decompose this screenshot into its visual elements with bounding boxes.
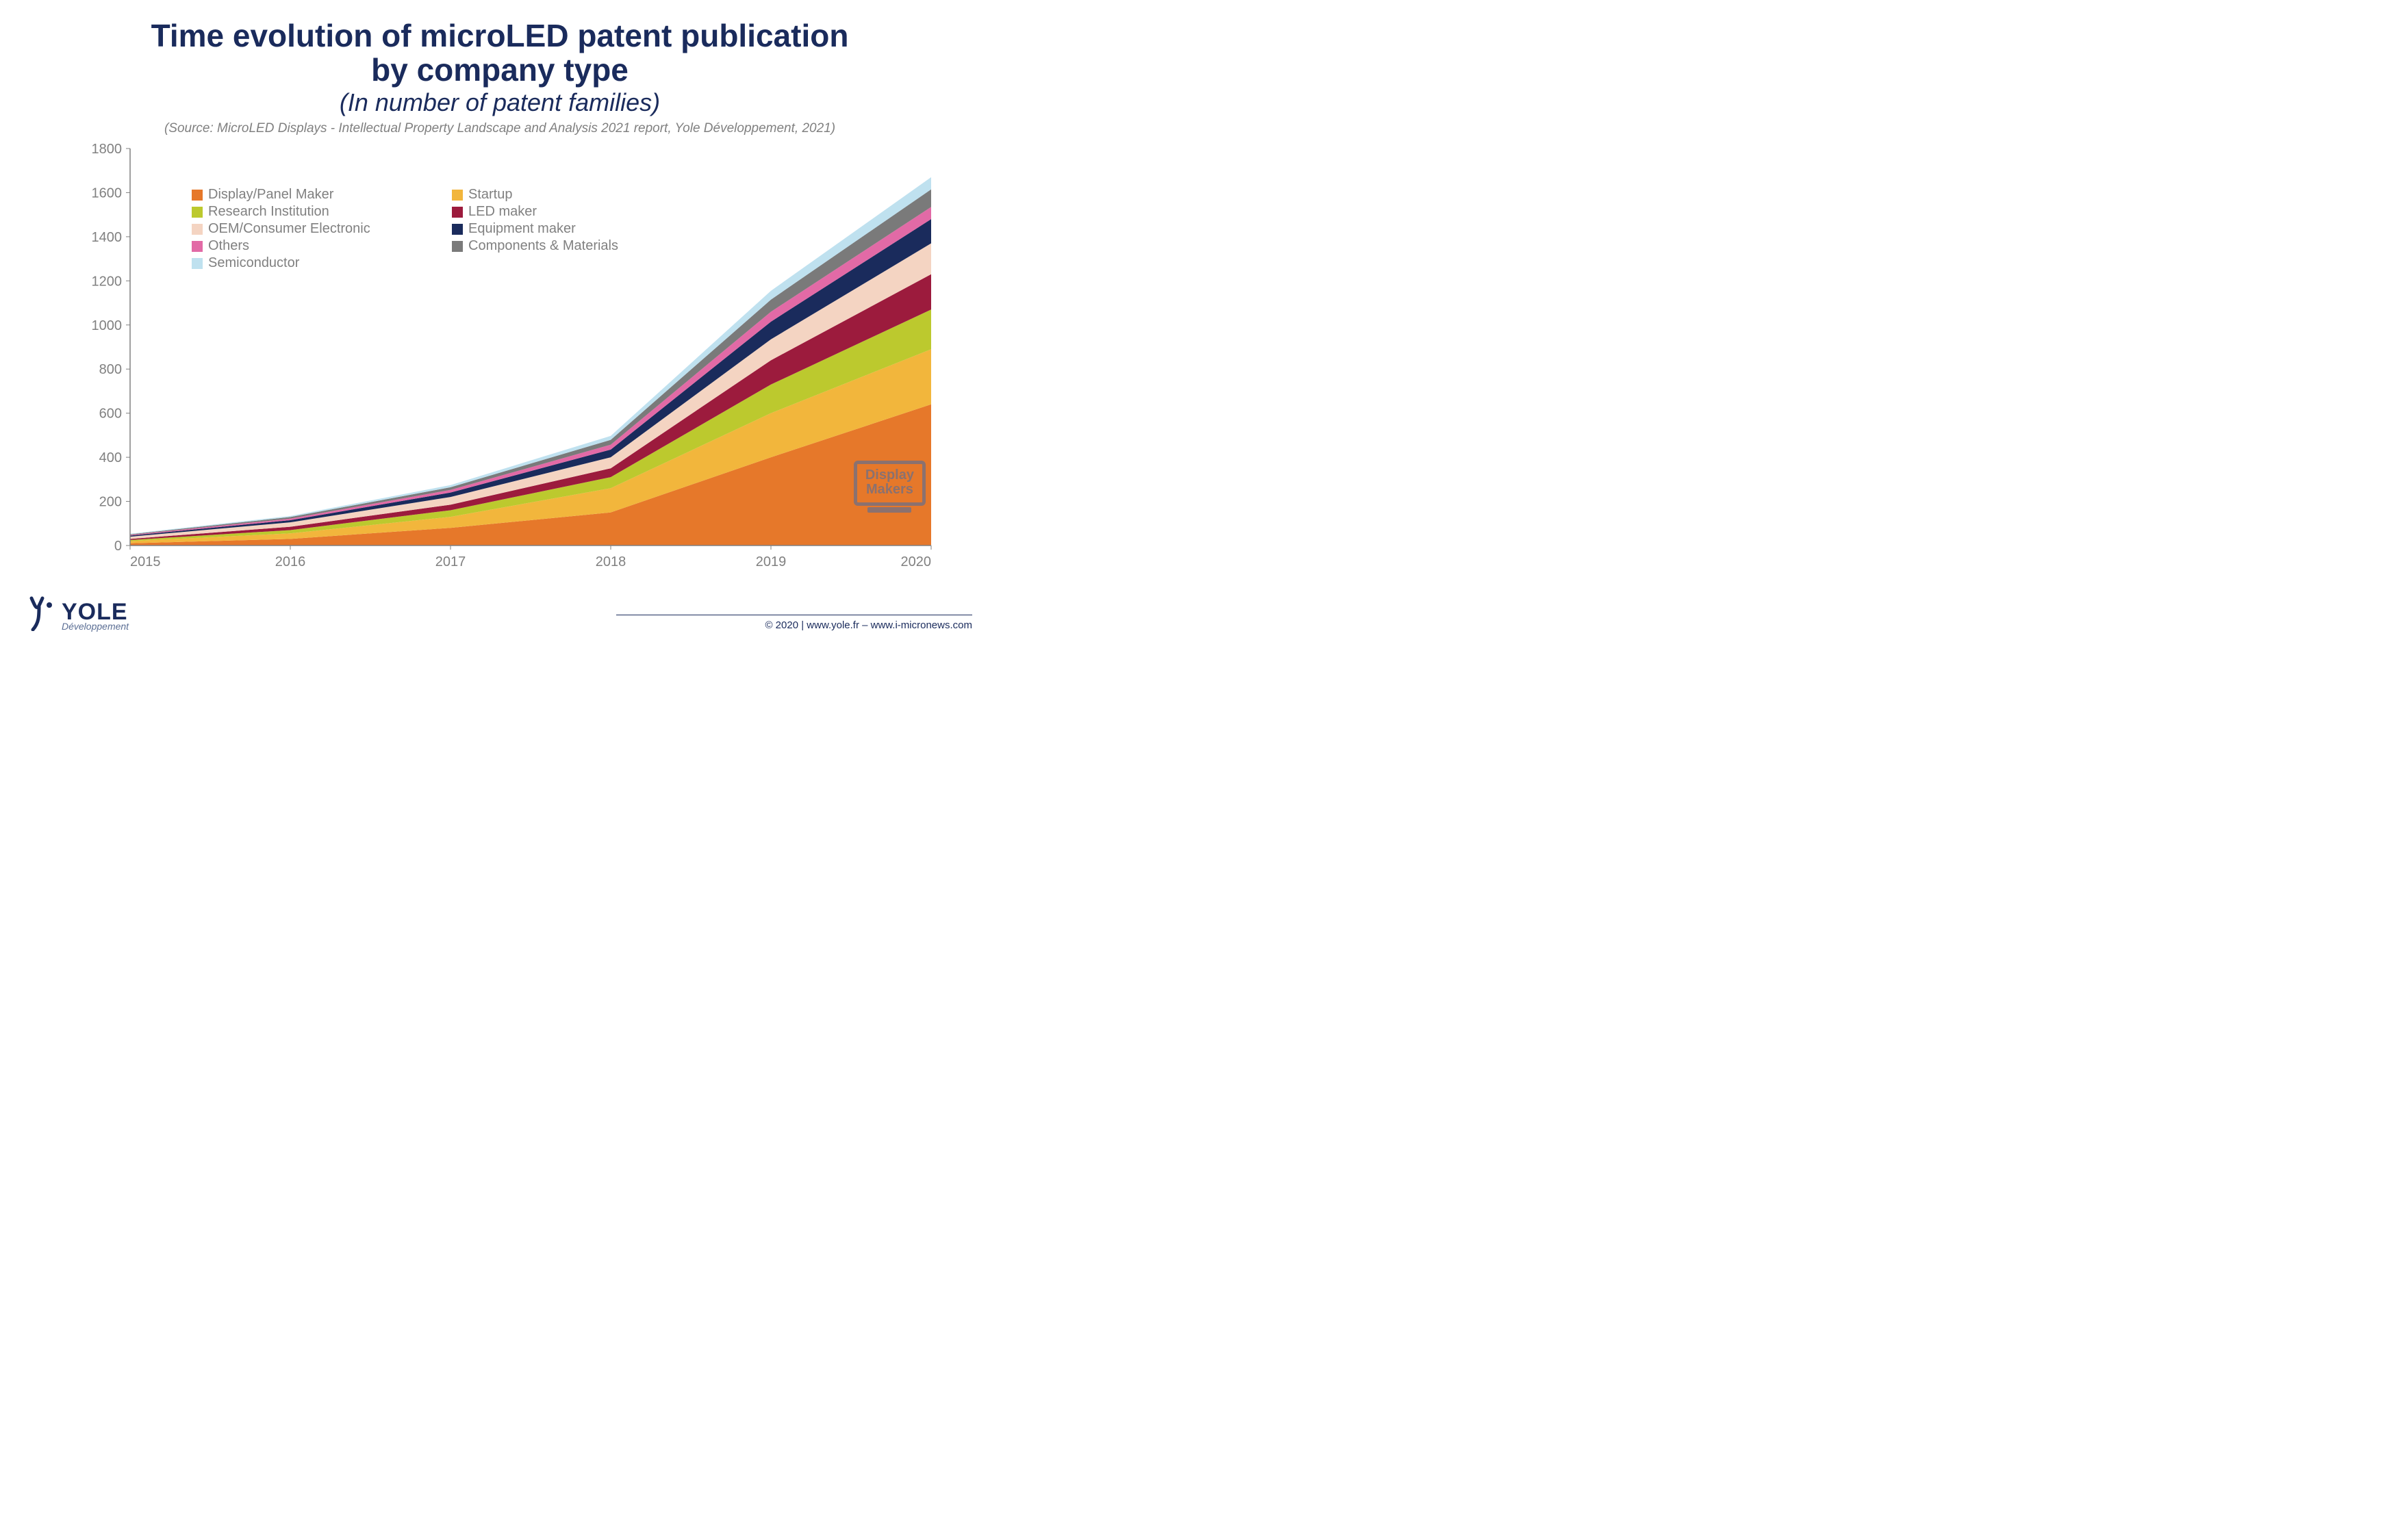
- legend-swatch: [192, 241, 203, 252]
- y-tick-label: 1400: [92, 230, 123, 245]
- logo-main: YOLE: [62, 601, 129, 623]
- legend-item: Research Institution: [192, 204, 424, 220]
- legend-label: OEM/Consumer Electronic: [208, 221, 370, 237]
- chart-title: Time evolution of microLED patent public…: [62, 19, 938, 87]
- legend-item: Others: [192, 238, 424, 254]
- source-citation: (Source: MicroLED Displays - Intellectua…: [62, 121, 938, 136]
- legend-item: OEM/Consumer Electronic: [192, 221, 424, 237]
- legend-swatch: [452, 207, 463, 218]
- x-tick-label: 2015: [130, 554, 161, 569]
- title-line2: by company type: [371, 52, 629, 88]
- legend-swatch: [452, 241, 463, 252]
- page: Time evolution of microLED patent public…: [0, 0, 1000, 643]
- copyright-block: © 2020 | www.yole.fr – www.i-micronews.c…: [616, 615, 972, 631]
- callout-line2: Makers: [866, 482, 913, 497]
- legend-label: Startup: [468, 187, 512, 203]
- y-tick-label: 1200: [92, 274, 123, 290]
- logo-sub: Développement: [62, 622, 129, 631]
- callout-line1: Display: [865, 467, 914, 483]
- chart-area: 0 200 400 600 800 1000 1200 1400 1600 1800 2015 201…: [55, 142, 945, 580]
- chart-subtitle: (In number of patent families): [62, 88, 938, 117]
- title-block: Time evolution of microLED patent public…: [62, 19, 938, 136]
- legend-item: Equipment maker: [452, 221, 685, 237]
- y-tick-label: 400: [99, 450, 122, 465]
- y-tick-label: 1600: [92, 186, 123, 201]
- yole-logo: YOLE Développement: [27, 595, 129, 631]
- x-tick-label: 2017: [435, 554, 466, 569]
- legend-label: Display/Panel Maker: [208, 187, 333, 203]
- legend-swatch: [452, 190, 463, 201]
- legend-label: Others: [208, 238, 249, 254]
- legend-label: Research Institution: [208, 204, 329, 220]
- x-tick-label: 2018: [596, 554, 626, 569]
- legend-swatch: [192, 224, 203, 235]
- x-tick-label: 2016: [275, 554, 306, 569]
- legend-swatch: [192, 207, 203, 218]
- legend-item: [452, 255, 685, 271]
- monitor-stand-icon: [867, 507, 911, 513]
- y-tick-label: 800: [99, 363, 122, 378]
- legend-item: LED maker: [452, 204, 685, 220]
- legend-item: Semiconductor: [192, 255, 424, 271]
- monitor-icon: Display Makers: [854, 461, 926, 506]
- title-line1: Time evolution of microLED patent public…: [151, 18, 849, 53]
- legend: Display/Panel Maker Startup Research Insti…: [192, 187, 685, 271]
- x-tick-label: 2020: [901, 554, 932, 569]
- legend-item: Display/Panel Maker: [192, 187, 424, 203]
- legend-swatch: [452, 224, 463, 235]
- y-tick-label: 1800: [92, 142, 123, 157]
- footer: YOLE Développement © 2020 | www.yole.fr …: [27, 595, 972, 631]
- y-tick-label: 0: [114, 539, 122, 554]
- legend-item: Startup: [452, 187, 685, 203]
- legend-item: Components & Materials: [452, 238, 685, 254]
- y-tick-label: 600: [99, 407, 122, 422]
- legend-swatch: [192, 190, 203, 201]
- legend-label: Equipment maker: [468, 221, 576, 237]
- display-makers-callout: Display Makers: [854, 461, 926, 513]
- x-tick-label: 2019: [756, 554, 787, 569]
- legend-label: LED maker: [468, 204, 537, 220]
- yole-logo-text: YOLE Développement: [62, 601, 129, 631]
- yole-logo-mark-icon: [27, 595, 58, 631]
- legend-label: Semiconductor: [208, 255, 299, 271]
- y-tick-label: 200: [99, 495, 122, 510]
- legend-label: Components & Materials: [468, 238, 618, 254]
- y-tick-label: 1000: [92, 318, 123, 333]
- legend-swatch: [192, 258, 203, 269]
- copyright-text: © 2020 | www.yole.fr – www.i-micronews.c…: [616, 619, 972, 631]
